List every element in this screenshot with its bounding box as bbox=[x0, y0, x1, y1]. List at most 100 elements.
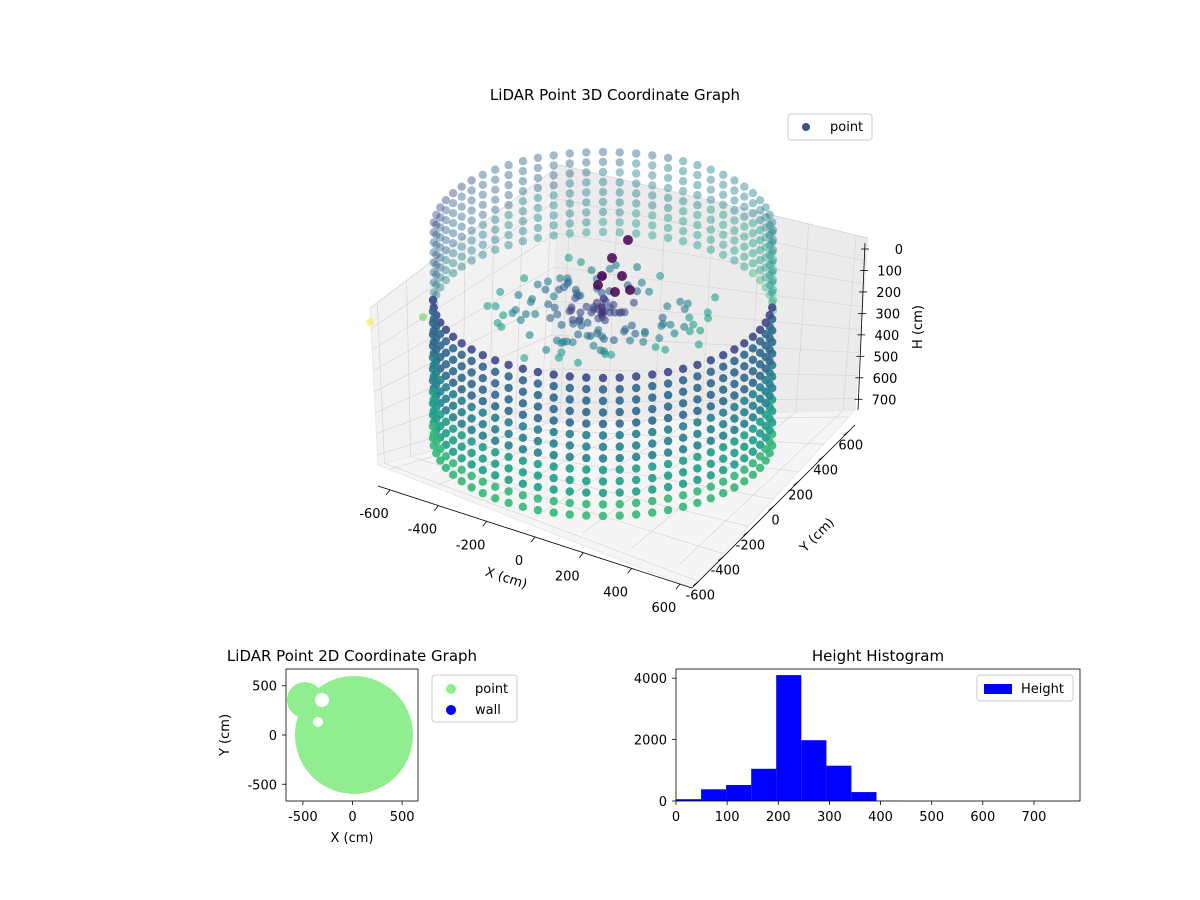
data-point bbox=[719, 397, 727, 405]
data-point bbox=[467, 368, 475, 376]
data-point bbox=[648, 439, 656, 447]
data-point bbox=[442, 246, 450, 254]
data-point bbox=[519, 491, 527, 499]
data-point bbox=[707, 425, 715, 433]
data-point bbox=[707, 391, 715, 399]
x-tick-label-hist: 300 bbox=[817, 810, 842, 825]
data-point bbox=[679, 237, 687, 245]
data-point bbox=[730, 176, 738, 184]
histogram-bar bbox=[801, 740, 826, 801]
data-point bbox=[766, 311, 774, 319]
data-point bbox=[582, 228, 590, 236]
data-point bbox=[719, 409, 727, 417]
data-point bbox=[616, 178, 624, 186]
data-point bbox=[693, 487, 701, 495]
data-point bbox=[566, 169, 574, 177]
data-point bbox=[707, 471, 715, 479]
data-point bbox=[491, 206, 499, 214]
data-point bbox=[429, 411, 437, 419]
data-point bbox=[534, 164, 542, 172]
data-point bbox=[599, 443, 607, 451]
data-point bbox=[693, 395, 701, 403]
data-point bbox=[458, 351, 466, 359]
data-point bbox=[504, 171, 512, 179]
legend-3d-label: point bbox=[830, 120, 863, 135]
data-point bbox=[756, 418, 764, 426]
data-point bbox=[491, 460, 499, 468]
data-point bbox=[504, 430, 512, 438]
data-point bbox=[599, 148, 607, 156]
x-tick-mark bbox=[579, 553, 583, 558]
data-point bbox=[534, 460, 542, 468]
data-point bbox=[616, 465, 624, 473]
data-point bbox=[679, 177, 687, 185]
data-point bbox=[550, 497, 558, 505]
data-point bbox=[632, 418, 640, 426]
data-point bbox=[429, 399, 437, 407]
data-point bbox=[620, 328, 628, 336]
data-point bbox=[632, 209, 640, 217]
data-point bbox=[479, 432, 487, 440]
data-point bbox=[519, 157, 527, 165]
legend-hist: Height bbox=[977, 675, 1073, 701]
data-point bbox=[576, 315, 584, 323]
data-point bbox=[519, 411, 527, 419]
data-point bbox=[616, 198, 624, 206]
y-tick-label: 400 bbox=[813, 463, 838, 478]
z-tick-label: 200 bbox=[876, 286, 901, 301]
data-point bbox=[749, 367, 757, 375]
data-point bbox=[740, 263, 748, 271]
data-point bbox=[519, 197, 527, 205]
data-point bbox=[593, 280, 603, 290]
data-point bbox=[467, 216, 475, 224]
x-tick-label: -600 bbox=[359, 507, 389, 522]
data-point bbox=[429, 388, 437, 396]
data-point bbox=[749, 436, 757, 444]
data-point bbox=[599, 218, 607, 226]
data-point bbox=[617, 271, 627, 281]
data-point bbox=[648, 508, 656, 516]
data-point bbox=[558, 348, 566, 356]
data-point bbox=[550, 191, 558, 199]
data-point bbox=[616, 396, 624, 404]
x-tick-label-hist: 500 bbox=[919, 810, 944, 825]
data-point bbox=[719, 374, 727, 382]
data-point bbox=[630, 299, 638, 307]
data-point bbox=[679, 197, 687, 205]
data-point bbox=[719, 363, 727, 371]
data-point bbox=[504, 361, 512, 369]
data-point bbox=[693, 476, 701, 484]
data-point bbox=[491, 166, 499, 174]
data-point bbox=[664, 184, 672, 192]
data-point bbox=[566, 149, 574, 157]
data-point bbox=[756, 464, 764, 472]
data-point bbox=[648, 416, 656, 424]
data-point bbox=[693, 384, 701, 392]
data-point bbox=[652, 343, 660, 351]
chart-2d-title: LiDAR Point 2D Coordinate Graph bbox=[227, 647, 477, 665]
data-point bbox=[730, 449, 738, 457]
data-point bbox=[504, 487, 512, 495]
data-point bbox=[610, 287, 620, 297]
data-point bbox=[707, 186, 715, 194]
data-point bbox=[599, 500, 607, 508]
data-point bbox=[599, 178, 607, 186]
histogram-bar bbox=[726, 785, 751, 801]
data-point bbox=[504, 372, 512, 380]
data-point bbox=[664, 379, 672, 387]
data-point bbox=[768, 268, 776, 276]
data-point bbox=[442, 206, 450, 214]
y-tick-mark bbox=[743, 532, 748, 536]
data-point bbox=[625, 285, 635, 295]
data-point bbox=[458, 213, 466, 221]
data-point bbox=[550, 370, 558, 378]
data-point bbox=[616, 511, 624, 519]
data-point bbox=[519, 177, 527, 185]
data-point bbox=[491, 226, 499, 234]
data-point bbox=[534, 224, 542, 232]
data-point bbox=[550, 485, 558, 493]
histogram-bar bbox=[851, 792, 876, 801]
data-point bbox=[519, 388, 527, 396]
data-point bbox=[693, 211, 701, 219]
data-point bbox=[519, 187, 527, 195]
